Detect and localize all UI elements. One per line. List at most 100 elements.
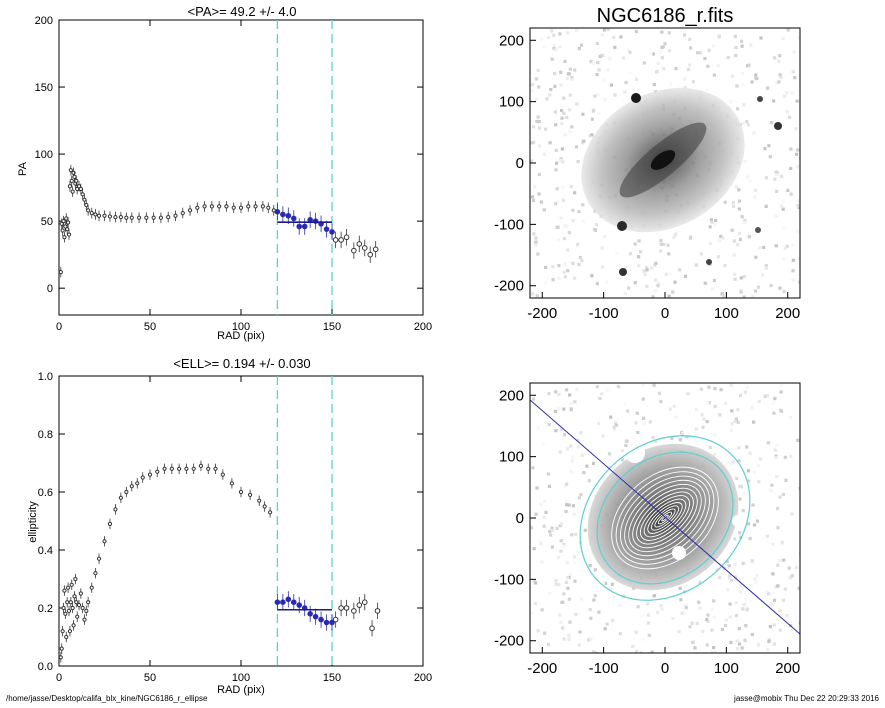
- img2-ytick-label: 0: [516, 510, 524, 527]
- img2-xtick-label: 0: [661, 660, 669, 677]
- ell-data-point: [89, 585, 94, 590]
- pa-data-point: [356, 241, 363, 247]
- pa-ytick-label: 50: [41, 216, 53, 228]
- ell-data-point: [155, 469, 160, 474]
- img1-ytick-label: -100: [494, 216, 524, 233]
- ell-data-point: [280, 599, 286, 606]
- ell-data-point: [96, 556, 102, 561]
- ell-data-point: [65, 600, 70, 605]
- ell-data-point: [75, 614, 80, 619]
- ell-data-point: [268, 510, 273, 515]
- ell-data-point: [262, 504, 267, 509]
- ell-data-point: [129, 484, 134, 489]
- ell-data-point: [73, 576, 78, 582]
- pa-data-point: [246, 204, 251, 209]
- ell-data-point: [62, 588, 67, 593]
- ell-data-point: [338, 605, 344, 611]
- pa-data-point: [367, 251, 374, 258]
- ell-data-point: [169, 466, 174, 471]
- ell-xtick-label: 150: [323, 672, 341, 684]
- ell-data-point: [220, 472, 225, 477]
- pa-data-point: [72, 174, 77, 179]
- ell-data-point: [118, 495, 123, 500]
- pa-data-point: [118, 215, 123, 220]
- pa-data-point: [82, 197, 87, 202]
- img2-ytick-label: -100: [494, 571, 524, 588]
- fit-window-ellipse: [579, 435, 751, 601]
- ellipticity-profile-plot: <ELL>= 0.194 +/- 0.030 0 50 100 150 200 0.0 0.…: [27, 356, 432, 696]
- pa-xtick-label: 200: [414, 321, 432, 333]
- pa-data-point: [173, 213, 178, 218]
- ell-data-point: [135, 481, 140, 486]
- ell-data-point: [332, 616, 339, 623]
- ell-data-point: [307, 611, 313, 617]
- ell-data-point: [296, 602, 303, 608]
- ell-data-point: [257, 498, 262, 503]
- pa-data-point: [129, 215, 134, 220]
- galaxy-image-plot: NGC6186_r.fits -200 -100 0 100 200 -200 -100 0 1…: [494, 5, 801, 322]
- pa-ytick-label: 150: [35, 82, 53, 94]
- pa-data-point: [260, 204, 265, 209]
- pa-data-point: [187, 208, 193, 213]
- image-axes: -200 -100 0 100 200 -200 -100 0 100 200: [494, 32, 800, 322]
- timestamp-label: jasse@mobix Thu Dec 22 20:29:33 2016: [734, 694, 879, 703]
- pa-direction-line: [530, 399, 800, 635]
- pa-data-point: [70, 189, 75, 194]
- ell-data-point: [60, 629, 65, 634]
- pa-data-point: [65, 227, 70, 232]
- pa-data-point: [124, 215, 129, 220]
- pa-data-point: [238, 205, 244, 210]
- ell-x-axis-label: RAD (pix): [217, 684, 265, 696]
- ell-ytick-label: 0.6: [38, 487, 53, 499]
- pa-data-point: [332, 237, 339, 243]
- ell-plot-frame: [58, 375, 424, 667]
- img1-ytick-label: -200: [494, 278, 524, 295]
- pa-data-point: [202, 204, 207, 209]
- pa-data-point: [74, 178, 79, 184]
- ell-data-point: [66, 585, 71, 590]
- img2-xtick-label: 100: [714, 660, 739, 677]
- pa-data-point: [89, 210, 94, 216]
- img2-xtick-label: -200: [527, 660, 557, 677]
- ell-data-point: [84, 608, 89, 614]
- pa-xtick-label: 0: [56, 321, 62, 333]
- ell-data-point: [69, 582, 74, 587]
- pa-data-point: [323, 226, 330, 232]
- pa-data-point: [329, 229, 335, 235]
- ell-data-point: [369, 625, 375, 632]
- img1-xtick-label: -100: [589, 305, 619, 322]
- pa-data-point: [307, 216, 313, 223]
- ell-data-point: [356, 602, 363, 608]
- ell-xtick-label: 50: [144, 672, 156, 684]
- ell-data-point: [80, 605, 85, 611]
- img1-ytick-label: 100: [499, 94, 524, 111]
- ell-ytick-label: 0.8: [38, 429, 53, 441]
- isophote-ellipses: [579, 435, 751, 601]
- ell-data-point: [177, 466, 182, 471]
- ell-data-point: [312, 613, 319, 620]
- ell-data-point: [76, 603, 82, 608]
- pa-profile-plot: <PA>= 49.2 +/- 4.0 0 50 100 150 200 0 50 100 150…: [17, 4, 432, 342]
- ell-data-point: [285, 596, 292, 603]
- pa-data-point: [107, 214, 113, 219]
- ell-data-point: [248, 492, 253, 497]
- pa-data-point: [217, 204, 222, 209]
- pa-data-point: [60, 228, 65, 233]
- ell-data-point: [59, 646, 64, 651]
- pa-data-point: [285, 212, 292, 219]
- ell-data-point: [229, 481, 234, 486]
- pa-data-point: [158, 215, 164, 220]
- ell-data-point: [238, 489, 244, 495]
- img1-ytick-label: 200: [499, 32, 524, 49]
- pa-data-point: [372, 246, 379, 253]
- ellipse-fit-image: [530, 383, 800, 653]
- ell-data-point: [184, 466, 189, 471]
- pa-data-point: [338, 237, 344, 243]
- isophote-ellipse: [643, 498, 687, 538]
- ell-data-point: [329, 619, 335, 626]
- pa-x-axis-label: RAD (pix): [217, 330, 265, 342]
- ellipse-fit-image-plot: -200 -100 0 100 200 -200 -100 0 100 200: [494, 382, 801, 677]
- pa-data-point: [266, 205, 271, 210]
- pa-plot-frame: [58, 19, 424, 316]
